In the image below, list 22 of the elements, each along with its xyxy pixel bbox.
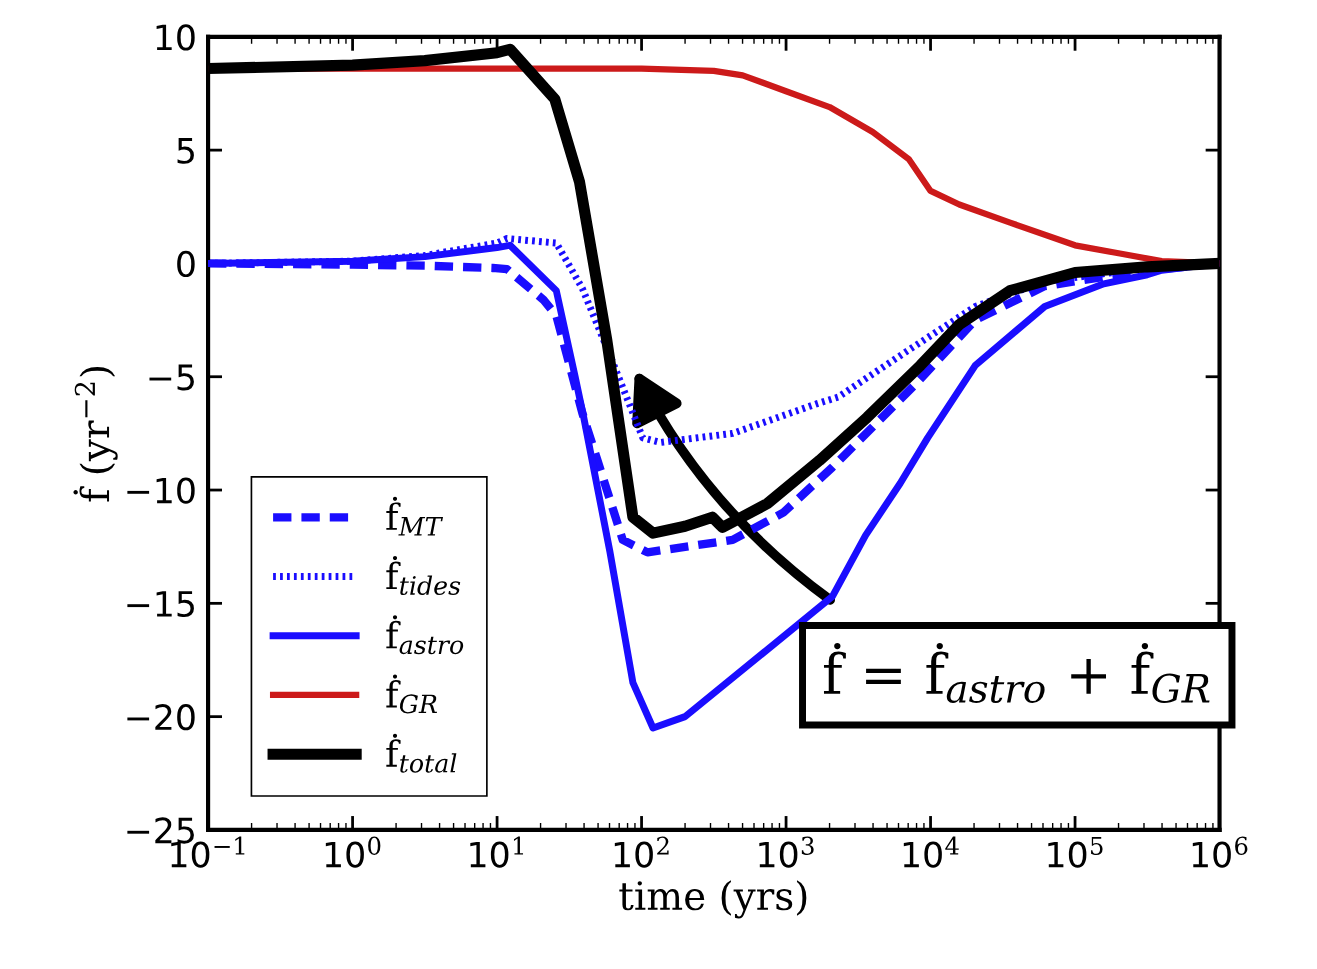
x-tick-label: 10$^{3}$: [759, 836, 814, 868]
y-tick-label: 0: [177, 250, 195, 278]
x-tick-label: 10$^{5}$: [1048, 836, 1103, 868]
legend-label: ḟ$_{total}$: [386, 733, 457, 773]
y-tick-label: −15: [127, 591, 194, 618]
legend-label: ḟ$_{astro}$: [386, 615, 464, 655]
legend-label: ḟ$_{tides}$: [386, 555, 461, 596]
y-tick-label: −5: [149, 364, 194, 391]
y-tick-label: −10: [127, 477, 195, 504]
y-tick-label: 5: [177, 138, 194, 164]
annotation: ḟ = ḟ$_{astro}$ + ḟ$_{GR}$: [823, 642, 1210, 703]
y-tick-label: 10: [156, 24, 195, 51]
legend-label: ḟ$_{GR}$: [386, 674, 438, 714]
x-tick-label: 10$^{4}$: [903, 836, 959, 868]
y-tick-label: −20: [127, 704, 195, 731]
x-tick-label: 10$^{0}$: [325, 836, 381, 868]
x-tick-label: 10$^{1}$: [470, 836, 524, 868]
x-tick-label: 10$^{6}$: [1192, 836, 1248, 868]
y-axis-title: ḟ (yr$^{−2}$): [73, 366, 118, 502]
legend-label: ḟ$_{MT}$: [386, 496, 444, 536]
x-axis-title: time (yrs): [619, 880, 807, 919]
x-tick-label: 10$^{2}$: [614, 836, 669, 868]
